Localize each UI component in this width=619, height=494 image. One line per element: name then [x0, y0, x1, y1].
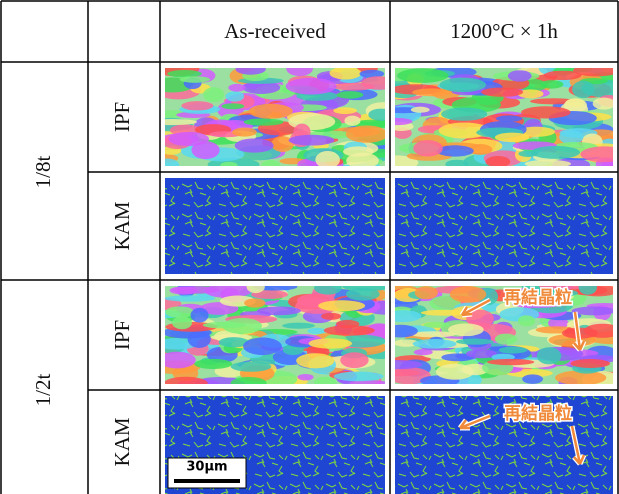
- map-bg: [395, 178, 613, 274]
- grain: [191, 308, 209, 323]
- grain: [165, 295, 216, 301]
- grain: [194, 359, 232, 369]
- ipf-map: [374, 278, 619, 389]
- grain: [570, 359, 610, 368]
- scale-bar: 30μm: [168, 458, 246, 488]
- grain: [296, 353, 334, 368]
- grain: [340, 352, 368, 368]
- grain: [318, 300, 365, 311]
- grain: [336, 91, 363, 98]
- grain: [228, 84, 245, 92]
- grain: [330, 67, 362, 80]
- grain: [531, 146, 580, 159]
- map-label: IPF: [110, 102, 134, 132]
- grain: [343, 146, 374, 156]
- grain: [415, 286, 438, 299]
- ipf-map: [142, 60, 399, 173]
- grain: [413, 140, 443, 156]
- row-label: 1/8t: [31, 156, 55, 189]
- grain: [450, 286, 486, 303]
- grain: [346, 126, 388, 143]
- grain: [235, 138, 274, 152]
- grain: [226, 91, 245, 101]
- grain: [244, 118, 284, 125]
- grain: [436, 364, 474, 380]
- grain: [297, 374, 313, 380]
- column-header: As-received: [224, 19, 326, 43]
- kam-map: [165, 178, 385, 274]
- row-label: 1/2t: [31, 374, 55, 407]
- grain: [487, 359, 534, 365]
- grain: [518, 315, 535, 326]
- kam-map: [395, 178, 613, 274]
- scale-label: 30μm: [186, 460, 227, 475]
- grain: [456, 339, 494, 345]
- grain: [508, 70, 532, 81]
- grain: [441, 107, 487, 120]
- grain: [203, 322, 246, 328]
- grain: [315, 151, 340, 169]
- grain: [572, 81, 594, 98]
- grain: [181, 101, 213, 110]
- map-bg: [165, 178, 385, 274]
- annotation-label: 再結晶粒: [504, 287, 572, 308]
- grain: [203, 87, 224, 102]
- grain: [448, 323, 484, 336]
- grain: [485, 156, 510, 167]
- grain: [346, 288, 380, 301]
- grain: [232, 128, 257, 137]
- grain: [307, 328, 325, 334]
- ipf-map: [145, 281, 404, 390]
- map-label: IPF: [110, 320, 134, 350]
- grain: [411, 107, 430, 113]
- grain: [289, 135, 335, 146]
- grain: [571, 307, 616, 316]
- map-label: KAM: [110, 201, 134, 250]
- grain: [249, 104, 293, 119]
- grain: [481, 88, 523, 97]
- grain: [282, 323, 315, 329]
- grain: [180, 76, 211, 83]
- grain: [344, 116, 360, 126]
- annotation-label: 再結晶粒: [504, 403, 572, 424]
- grain: [231, 361, 272, 371]
- grain: [333, 107, 357, 114]
- grain: [168, 132, 209, 146]
- grain: [495, 133, 529, 142]
- grain: [165, 306, 194, 317]
- ipf-map: [374, 61, 619, 172]
- grain: [172, 316, 192, 329]
- grain: [244, 298, 265, 307]
- grain: [537, 347, 562, 364]
- grain: [413, 339, 457, 349]
- grain: [171, 286, 219, 294]
- grain: [440, 78, 487, 93]
- grain: [243, 338, 282, 356]
- grain: [518, 151, 538, 157]
- grain: [397, 68, 448, 83]
- grain: [423, 322, 450, 328]
- figure: As-received 1200°C × 1h 1/8t 1/2t IPF KA…: [0, 0, 619, 494]
- grain: [334, 372, 384, 382]
- grain: [308, 338, 352, 348]
- grain: [221, 103, 244, 109]
- grain: [495, 334, 517, 345]
- grain: [544, 71, 582, 80]
- grain: [324, 325, 375, 335]
- column-header: 1200°C × 1h: [450, 19, 558, 43]
- grain: [540, 80, 564, 88]
- grain: [257, 306, 301, 315]
- grain: [522, 374, 543, 384]
- grain: [593, 98, 616, 110]
- grain: [286, 78, 337, 95]
- grain: [499, 347, 528, 354]
- grain: [321, 313, 341, 320]
- grain: [496, 115, 522, 121]
- map-label: KAM: [110, 417, 134, 466]
- grain: [521, 106, 570, 118]
